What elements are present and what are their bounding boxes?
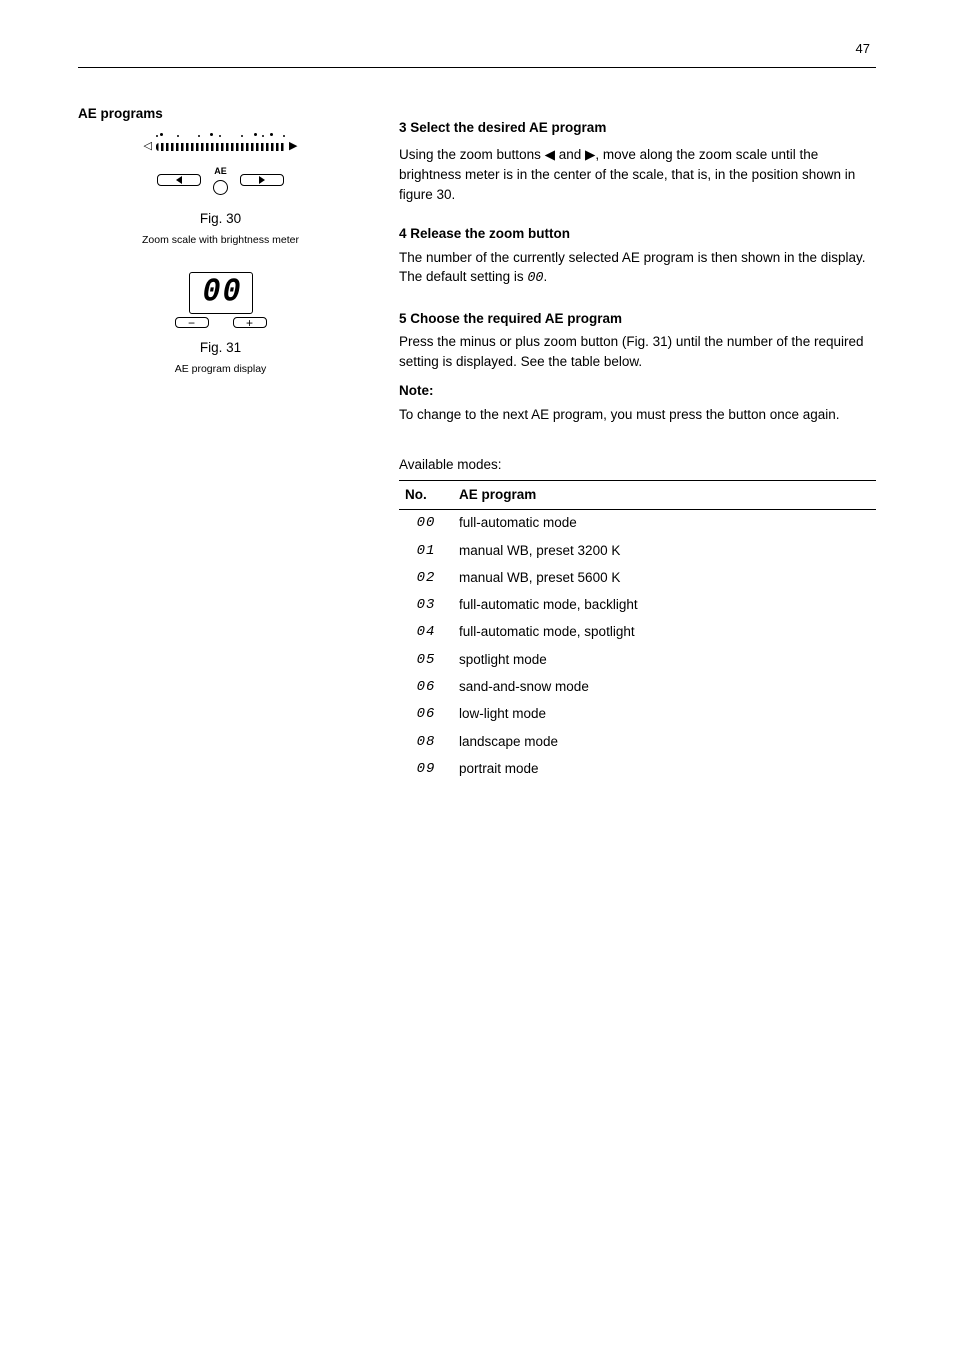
- table-cell-no: 04: [399, 619, 453, 646]
- seg-digit: 0: [223, 277, 239, 310]
- step-5-note-body: To change to the next AE program, you mu…: [399, 405, 876, 425]
- table-cell-no: 06: [399, 701, 453, 728]
- zoom-scale-diagram: ◁ ▶ AE: [146, 137, 296, 195]
- table-row: 03full-automatic mode, backlight: [399, 592, 876, 619]
- zoom-scale-dots: [156, 135, 286, 141]
- modes-table: No. AE program 00full-automatic mode01ma…: [399, 480, 876, 783]
- step-3-body: Using the zoom buttons ◀ and ▶, move alo…: [399, 145, 876, 204]
- zoom-left-button[interactable]: [157, 174, 201, 186]
- table-row: 08landscape mode: [399, 728, 876, 755]
- left-column: AE programs ◁ ▶ AE: [78, 104, 363, 783]
- table-row: 06low-light mode: [399, 701, 876, 728]
- lens-right-icon: ▶: [289, 139, 297, 155]
- table-cell-prog: manual WB, preset 3200 K: [453, 537, 876, 564]
- zoom-right-button[interactable]: [240, 174, 284, 186]
- table-cell-prog: landscape mode: [453, 728, 876, 755]
- section-label: AE programs: [78, 104, 363, 124]
- table-cell-no: 01: [399, 537, 453, 564]
- triangle-left-icon: [176, 176, 182, 184]
- triangle-right-icon: [259, 176, 265, 184]
- table-row: 02manual WB, preset 5600 K: [399, 564, 876, 591]
- table-cell-prog: sand-and-snow mode: [453, 674, 876, 701]
- ae-button[interactable]: [213, 180, 228, 195]
- table-cell-no: 09: [399, 755, 453, 782]
- step-4-text: The number of the currently selected AE …: [399, 250, 866, 285]
- table-cell-prog: portrait mode: [453, 755, 876, 782]
- table-row: 01manual WB, preset 3200 K: [399, 537, 876, 564]
- table-cell-prog: full-automatic mode: [453, 509, 876, 537]
- top-rule: [78, 67, 876, 68]
- table-row: 00full-automatic mode: [399, 509, 876, 537]
- table-cell-no: 03: [399, 592, 453, 619]
- table-cell-prog: full-automatic mode, backlight: [453, 592, 876, 619]
- figure-label: Fig. 30: [78, 209, 363, 229]
- figure-caption: AE program display: [78, 362, 363, 377]
- lens-left-icon: ◁: [144, 139, 152, 155]
- step-5-heading: 5 Choose the required AE program: [399, 309, 876, 329]
- step-3-heading: 3 Select the desired AE program: [399, 118, 876, 138]
- seven-segment-display: 0 0: [189, 272, 253, 314]
- table-row: 04full-automatic mode, spotlight: [399, 619, 876, 646]
- table-header-prog: AE program: [453, 481, 876, 510]
- seg-digit: 0: [202, 277, 218, 310]
- step-4-tail: .: [544, 269, 548, 284]
- table-cell-no: 08: [399, 728, 453, 755]
- table-row: 09portrait mode: [399, 755, 876, 782]
- step-5-note: Note:: [399, 381, 876, 401]
- table-row: 06sand-and-snow mode: [399, 674, 876, 701]
- table-cell-no: 05: [399, 646, 453, 673]
- ae-button-group: AE: [213, 165, 228, 195]
- table-title: Available modes:: [399, 455, 876, 475]
- table-cell-prog: manual WB, preset 5600 K: [453, 564, 876, 591]
- table-cell-no: 06: [399, 674, 453, 701]
- table-cell-no: 00: [399, 509, 453, 537]
- content-columns: AE programs ◁ ▶ AE: [78, 104, 876, 783]
- step-4-body: The number of the currently selected AE …: [399, 248, 876, 289]
- zoom-scale-bar: [156, 143, 286, 151]
- figure-label: Fig. 31: [78, 338, 363, 358]
- page-number: 47: [78, 40, 876, 59]
- table-cell-prog: spotlight mode: [453, 646, 876, 673]
- ae-label: AE: [213, 165, 228, 178]
- step-5-body: Press the minus or plus zoom button (Fig…: [399, 332, 876, 371]
- figure-caption: Zoom scale with brightness meter: [78, 233, 363, 248]
- table-header-no: No.: [399, 481, 453, 510]
- table-cell-no: 02: [399, 564, 453, 591]
- minus-button[interactable]: −: [175, 317, 209, 328]
- note-label: Note:: [399, 383, 434, 398]
- table-row: 05spotlight mode: [399, 646, 876, 673]
- table-cell-prog: low-light mode: [453, 701, 876, 728]
- right-column: 3 Select the desired AE program Using th…: [399, 104, 876, 783]
- plus-button[interactable]: +: [233, 317, 267, 328]
- table-cell-prog: full-automatic mode, spotlight: [453, 619, 876, 646]
- step-3-text: Using the zoom buttons ◀ and ▶, move alo…: [399, 147, 855, 201]
- seg-inline: 00: [527, 271, 543, 286]
- step-4-heading: 4 Release the zoom button: [399, 224, 876, 244]
